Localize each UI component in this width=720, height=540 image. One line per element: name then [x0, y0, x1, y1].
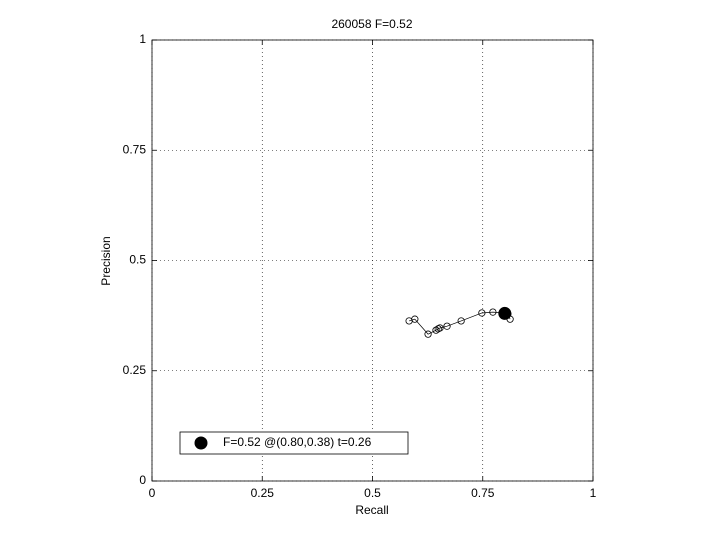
- y-tick-label: 1: [139, 32, 146, 46]
- x-tick-label: 0: [149, 486, 156, 500]
- legend-box: [179, 431, 409, 455]
- x-tick-label: 0.75: [471, 486, 495, 500]
- point: [436, 324, 444, 332]
- x-axis-label: Recall: [355, 503, 388, 517]
- point: [434, 325, 442, 333]
- legend-marker: [194, 436, 208, 450]
- point: [411, 315, 419, 323]
- x-tick-label: 1: [590, 486, 597, 500]
- point: [424, 330, 432, 338]
- point: [457, 317, 465, 325]
- y-tick-label: 0: [139, 473, 146, 487]
- point: [478, 309, 486, 317]
- point: [432, 326, 440, 334]
- chart-title: 260058 F=0.52: [331, 17, 412, 31]
- y-axis-label: Precision: [99, 236, 113, 285]
- x-tick-label: 0.25: [251, 486, 275, 500]
- y-tick-label: 0.75: [123, 142, 147, 156]
- point: [443, 322, 451, 330]
- point: [489, 308, 497, 316]
- y-tick-label: 0.5: [129, 253, 146, 267]
- plot-frame: [151, 39, 594, 482]
- legend-label: F=0.52 @(0.80,0.38) t=0.26: [223, 435, 372, 449]
- y-tick-label: 0.25: [123, 363, 147, 377]
- x-tick-label: 0.5: [364, 486, 381, 500]
- highlight-point: [498, 306, 512, 320]
